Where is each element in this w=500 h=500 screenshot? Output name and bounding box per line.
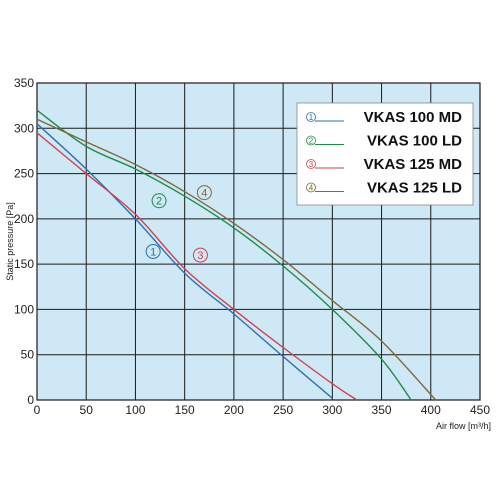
legend-marker-circle	[306, 182, 316, 193]
legend-marker-number: 2	[309, 137, 314, 146]
curve-marker-circle	[145, 243, 161, 259]
x-tick-label: 50	[80, 403, 94, 417]
y-tick-label: 250	[14, 167, 34, 181]
y-axis-label: Static pressure [Pa]	[5, 202, 15, 281]
y-tick-label: 350	[14, 76, 34, 90]
x-tick-label: 300	[322, 403, 342, 417]
y-tick-label: 200	[14, 212, 34, 226]
x-tick-label: 250	[273, 403, 293, 417]
series-line	[36, 109, 412, 401]
curve-marker-circle	[151, 193, 167, 209]
x-tick-label: 100	[125, 403, 145, 417]
curve-marker-number: 3	[197, 250, 203, 262]
series-line	[36, 123, 333, 399]
legend-label: VKAS 100 MD	[364, 109, 463, 126]
x-tick-label: 0	[34, 403, 41, 417]
curve-marker-number: 4	[201, 188, 207, 200]
legend-marker-number: 4	[309, 184, 314, 193]
curve-marker-circle	[196, 185, 212, 201]
legend-label: VKAS 125 MD	[364, 156, 463, 173]
y-tick-label: 50	[21, 348, 35, 362]
y-tick-label: 100	[14, 302, 34, 316]
legend-marker-number: 1	[309, 113, 314, 122]
legend-box	[296, 102, 474, 206]
legend-label: VKAS 125 LD	[367, 180, 462, 197]
curve-markers: 1 2 3 4	[145, 185, 212, 263]
legend-marker-number: 3	[309, 160, 314, 169]
tick-labels: 0 50 100 150 200 250 300 350 400 450 0 50 100 150 200 2…	[14, 76, 490, 417]
series-line	[36, 132, 358, 401]
x-tick-label: 450	[470, 403, 490, 417]
legend: 1 VKAS 100 MD 2 VKAS 100 LD 3 VKAS 125 MD 4 VKA…	[296, 102, 474, 206]
x-axis-label: Air flow [m³/h]	[436, 421, 491, 431]
curve-marker-circle	[192, 247, 208, 263]
x-tick-label: 200	[224, 403, 244, 417]
legend-marker-circle	[306, 135, 316, 146]
curve-marker-number: 1	[150, 246, 156, 258]
y-tick-label: 150	[14, 257, 34, 271]
x-tick-label: 150	[175, 403, 195, 417]
legend-marker-circle	[306, 159, 316, 169]
x-tick-label: 400	[421, 403, 441, 417]
series-line	[36, 118, 437, 401]
series-lines	[36, 109, 437, 401]
y-tick-label: 300	[14, 121, 34, 135]
plot-frame	[36, 82, 481, 401]
y-tick-label: 0	[27, 393, 34, 407]
curve-marker-number: 2	[156, 196, 162, 208]
legend-label: VKAS 100 LD	[367, 133, 462, 150]
legend-marker-circle	[306, 112, 316, 122]
x-tick-label: 350	[372, 403, 392, 417]
